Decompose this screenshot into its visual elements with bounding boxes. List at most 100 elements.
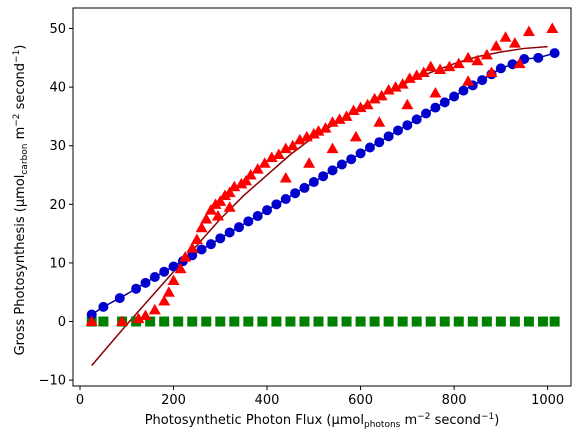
triangle-marker [340, 110, 353, 121]
triangle-marker [354, 101, 367, 113]
x-tick-label: 0 [76, 393, 84, 408]
triangle-marker [85, 315, 98, 327]
circle-marker [421, 108, 432, 119]
triangle-marker [513, 57, 526, 69]
triangle-marker [235, 177, 248, 189]
triangle-marker [443, 60, 456, 72]
circle-marker [364, 142, 375, 153]
triangle-marker [424, 60, 437, 72]
triangle-marker [389, 81, 402, 92]
square-marker [481, 316, 492, 327]
triangle-marker [307, 128, 320, 139]
triangle-marker [349, 130, 362, 142]
circle-marker [495, 63, 506, 74]
square-marker [215, 316, 226, 327]
triangle-marker [485, 66, 498, 77]
circle-marker [98, 301, 109, 312]
triangle-marker [417, 66, 430, 77]
triangle-marker [265, 151, 278, 162]
triangle-marker [361, 98, 374, 110]
circle-marker [140, 277, 151, 288]
square-marker [355, 316, 366, 327]
triangle-marker [326, 116, 339, 127]
triangle-marker [499, 31, 512, 42]
circle-marker [327, 165, 338, 176]
triangle-marker [228, 180, 241, 192]
triangle-marker [375, 89, 388, 101]
circle-marker [336, 159, 347, 170]
circle-marker [430, 102, 441, 113]
y-tick-label: 50 [49, 22, 66, 37]
triangle-marker [462, 75, 475, 86]
triangle-marker [116, 315, 129, 327]
circle-marker [411, 114, 422, 125]
triangle-marker [162, 286, 175, 297]
square-marker [425, 316, 436, 327]
triangle-marker [293, 133, 306, 145]
triangle-marker [546, 22, 559, 34]
square-marker [467, 316, 478, 327]
square-marker [313, 316, 324, 327]
square-marker [341, 316, 352, 327]
circle-marker [168, 261, 179, 272]
circle-marker [86, 309, 97, 320]
triangle-marker [522, 25, 535, 36]
circle-marker [402, 120, 413, 131]
circle-marker [271, 199, 282, 210]
data-markers [85, 22, 560, 327]
triangle-marker [490, 40, 503, 51]
square-marker [257, 316, 268, 327]
square-marker [383, 316, 394, 327]
triangle-marker [300, 130, 313, 142]
x-axis-label: Photosynthetic Photon Flux (µmolphotons … [145, 412, 500, 430]
triangle-marker [132, 312, 145, 324]
y-tick-label: 30 [49, 139, 66, 154]
triangle-marker [403, 72, 416, 83]
triangle-marker [368, 92, 381, 104]
triangle-marker [244, 169, 257, 180]
triangle-marker [240, 174, 253, 186]
x-tick-label: 400 [255, 393, 280, 408]
circle-marker [149, 271, 160, 282]
triangle-marker [373, 116, 386, 127]
triangle-marker [434, 63, 447, 75]
triangle-marker [319, 122, 332, 133]
square-marker [397, 316, 408, 327]
circle-marker [299, 182, 310, 193]
triangle-marker [179, 251, 192, 262]
y-axis-label: Gross Photosynthesis (µmolcarbon m−2 sec… [12, 45, 30, 356]
triangle-marker [452, 57, 465, 69]
triangle-marker [167, 274, 180, 286]
triangle-marker [312, 125, 325, 136]
x-tick-label: 1000 [531, 393, 564, 408]
circle-marker [477, 75, 488, 86]
circle-marker [458, 85, 469, 96]
triangle-marker [209, 198, 222, 209]
circle-marker [439, 97, 450, 108]
circle-marker [280, 194, 291, 205]
triangle-marker [195, 221, 208, 233]
circle-marker [159, 266, 170, 277]
triangle-marker [410, 69, 423, 80]
square-marker [439, 316, 450, 327]
circle-marker [355, 148, 366, 159]
y-tick-label: 40 [49, 81, 66, 96]
circle-marker [383, 131, 394, 142]
triangle-marker [139, 309, 152, 321]
square-marker [271, 316, 282, 327]
circle-marker [187, 250, 198, 261]
triangle-marker [347, 104, 360, 116]
x-tick-label: 200 [161, 393, 186, 408]
triangle-marker [382, 84, 395, 95]
circle-marker [374, 137, 385, 148]
triangle-marker [303, 157, 316, 168]
triangle-marker [480, 48, 493, 60]
circle-marker [318, 171, 329, 182]
square-marker [509, 316, 520, 327]
plot-frame [72, 7, 572, 387]
triangle-marker [258, 157, 271, 168]
triangle-marker [204, 204, 217, 215]
circle-marker [346, 154, 357, 165]
triangle-marker [471, 54, 484, 66]
triangle-marker [251, 163, 264, 174]
